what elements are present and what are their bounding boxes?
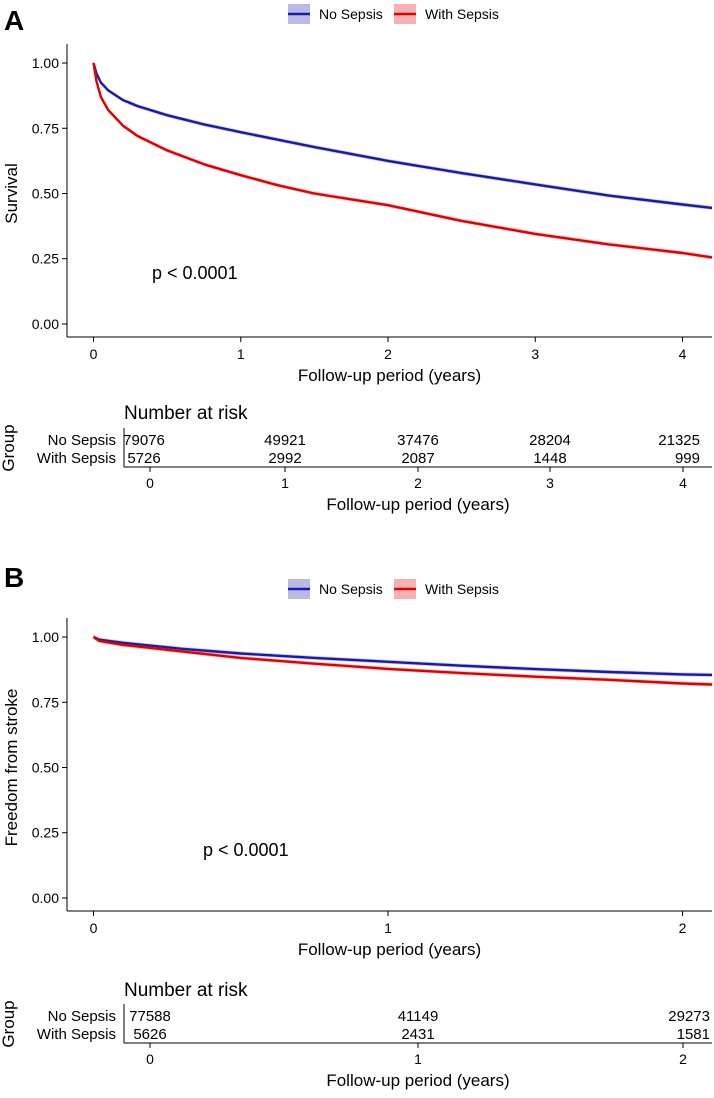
panel-label: A [4,5,24,36]
risk-table-x-tick-label: 2 [414,475,422,491]
y-tick-label: 1.00 [32,629,59,645]
risk-table-cell: 2431 [401,1026,434,1043]
series-band-no-sepsis [93,61,712,210]
panel-a: A No Sepsis With Sepsis 0.00 0.25 0.50 0.75 1.0… [0,4,713,514]
risk-table-cell: 999 [675,450,700,467]
x-tick-label: 0 [90,920,98,936]
legend-label: No Sepsis [319,6,383,22]
x-tick-label: 3 [531,346,539,362]
y-tick-label: 0.25 [32,825,59,841]
series-band-with-sepsis [93,61,712,260]
p-value-annotation: p < 0.0001 [152,263,238,283]
risk-table-row-name: With Sepsis [37,1026,116,1043]
panel-label: B [4,562,24,593]
risk-table-cell: 2087 [401,450,434,467]
y-tick-label: 0.00 [32,890,59,906]
risk-table-cell: 1581 [677,1026,710,1043]
risk-table-x-tick-label: 4 [679,475,687,491]
risk-table-x-tick-label: 2 [679,1051,687,1067]
panel-b: B No Sepsis With Sepsis 0.00 0.25 0.50 0.75 1.0… [0,549,714,1098]
risk-table-cell: 37476 [397,432,439,449]
legend-label: With Sepsis [425,581,499,597]
y-axis-title: Freedom from stroke [2,689,21,847]
y-tick-label: 0.50 [32,760,59,776]
risk-table-x-axis-title: Follow-up period (years) [326,495,509,514]
y-tick-label: 0.50 [32,186,59,202]
y-tick-label: 0.00 [32,316,59,332]
risk-table-title: Number at risk [124,980,248,1001]
risk-table-cell: 29273 [668,1008,710,1025]
risk-table-x-tick-label: 0 [146,475,154,491]
risk-table-cell: 5626 [133,1026,166,1043]
x-tick-label: 2 [384,346,392,362]
y-tick-label: 0.25 [32,251,59,267]
risk-table-row-name: No Sepsis [48,432,116,449]
x-tick-label: 0 [90,346,98,362]
x-axis-title: Follow-up period (years) [298,366,481,385]
x-tick-label: 2 [679,920,687,936]
risk-table-cell: 49921 [264,432,306,449]
x-tick-label: 1 [237,346,245,362]
risk-table-cell: 21325 [658,432,700,449]
risk-table-x-tick-label: 3 [546,475,554,491]
x-tick-label: 1 [384,920,392,936]
series-line-with-sepsis [92,62,713,259]
risk-table-cell: 41149 [398,1008,439,1025]
risk-table-group-label: Group [0,424,18,471]
risk-table-cell: 77588 [129,1008,171,1025]
legend-label: With Sepsis [425,6,499,22]
y-tick-label: 1.00 [32,55,59,71]
survival-chart: A No Sepsis With Sepsis0.000.250.500.751.0… [0,4,713,514]
risk-table-title: Number at risk [124,403,248,424]
y-tick-label: 0.75 [32,694,59,710]
series-line-no-sepsis [92,62,713,210]
series-line-no-sepsis [93,635,713,677]
risk-table-row-name: No Sepsis [48,1008,116,1025]
series-line-with-sepsis [92,636,713,686]
risk-table-x-tick-label: 1 [281,475,289,491]
p-value-annotation: p < 0.0001 [203,840,289,860]
risk-table-x-axis-title: Follow-up period (years) [326,1071,509,1090]
risk-table-x-tick-label: 1 [414,1051,422,1067]
y-axis-title: Survival [2,163,21,223]
risk-table-cell: 5726 [127,450,160,467]
risk-table-row-name: With Sepsis [37,450,116,467]
risk-table-group-label: Group [0,1000,18,1047]
risk-table-cell: 28204 [529,432,571,449]
risk-table-cell: 79076 [123,432,165,449]
y-tick-label: 0.75 [32,120,59,136]
stroke-chart: B No Sepsis With Sepsis0.000.250.500.751.0… [0,562,713,1090]
legend-label: No Sepsis [319,581,383,597]
risk-table-x-tick-label: 0 [146,1051,154,1067]
x-axis-title: Follow-up period (years) [298,940,481,959]
x-tick-label: 4 [679,346,687,362]
risk-table-cell: 1448 [533,450,566,467]
risk-table-cell: 2992 [268,450,301,467]
